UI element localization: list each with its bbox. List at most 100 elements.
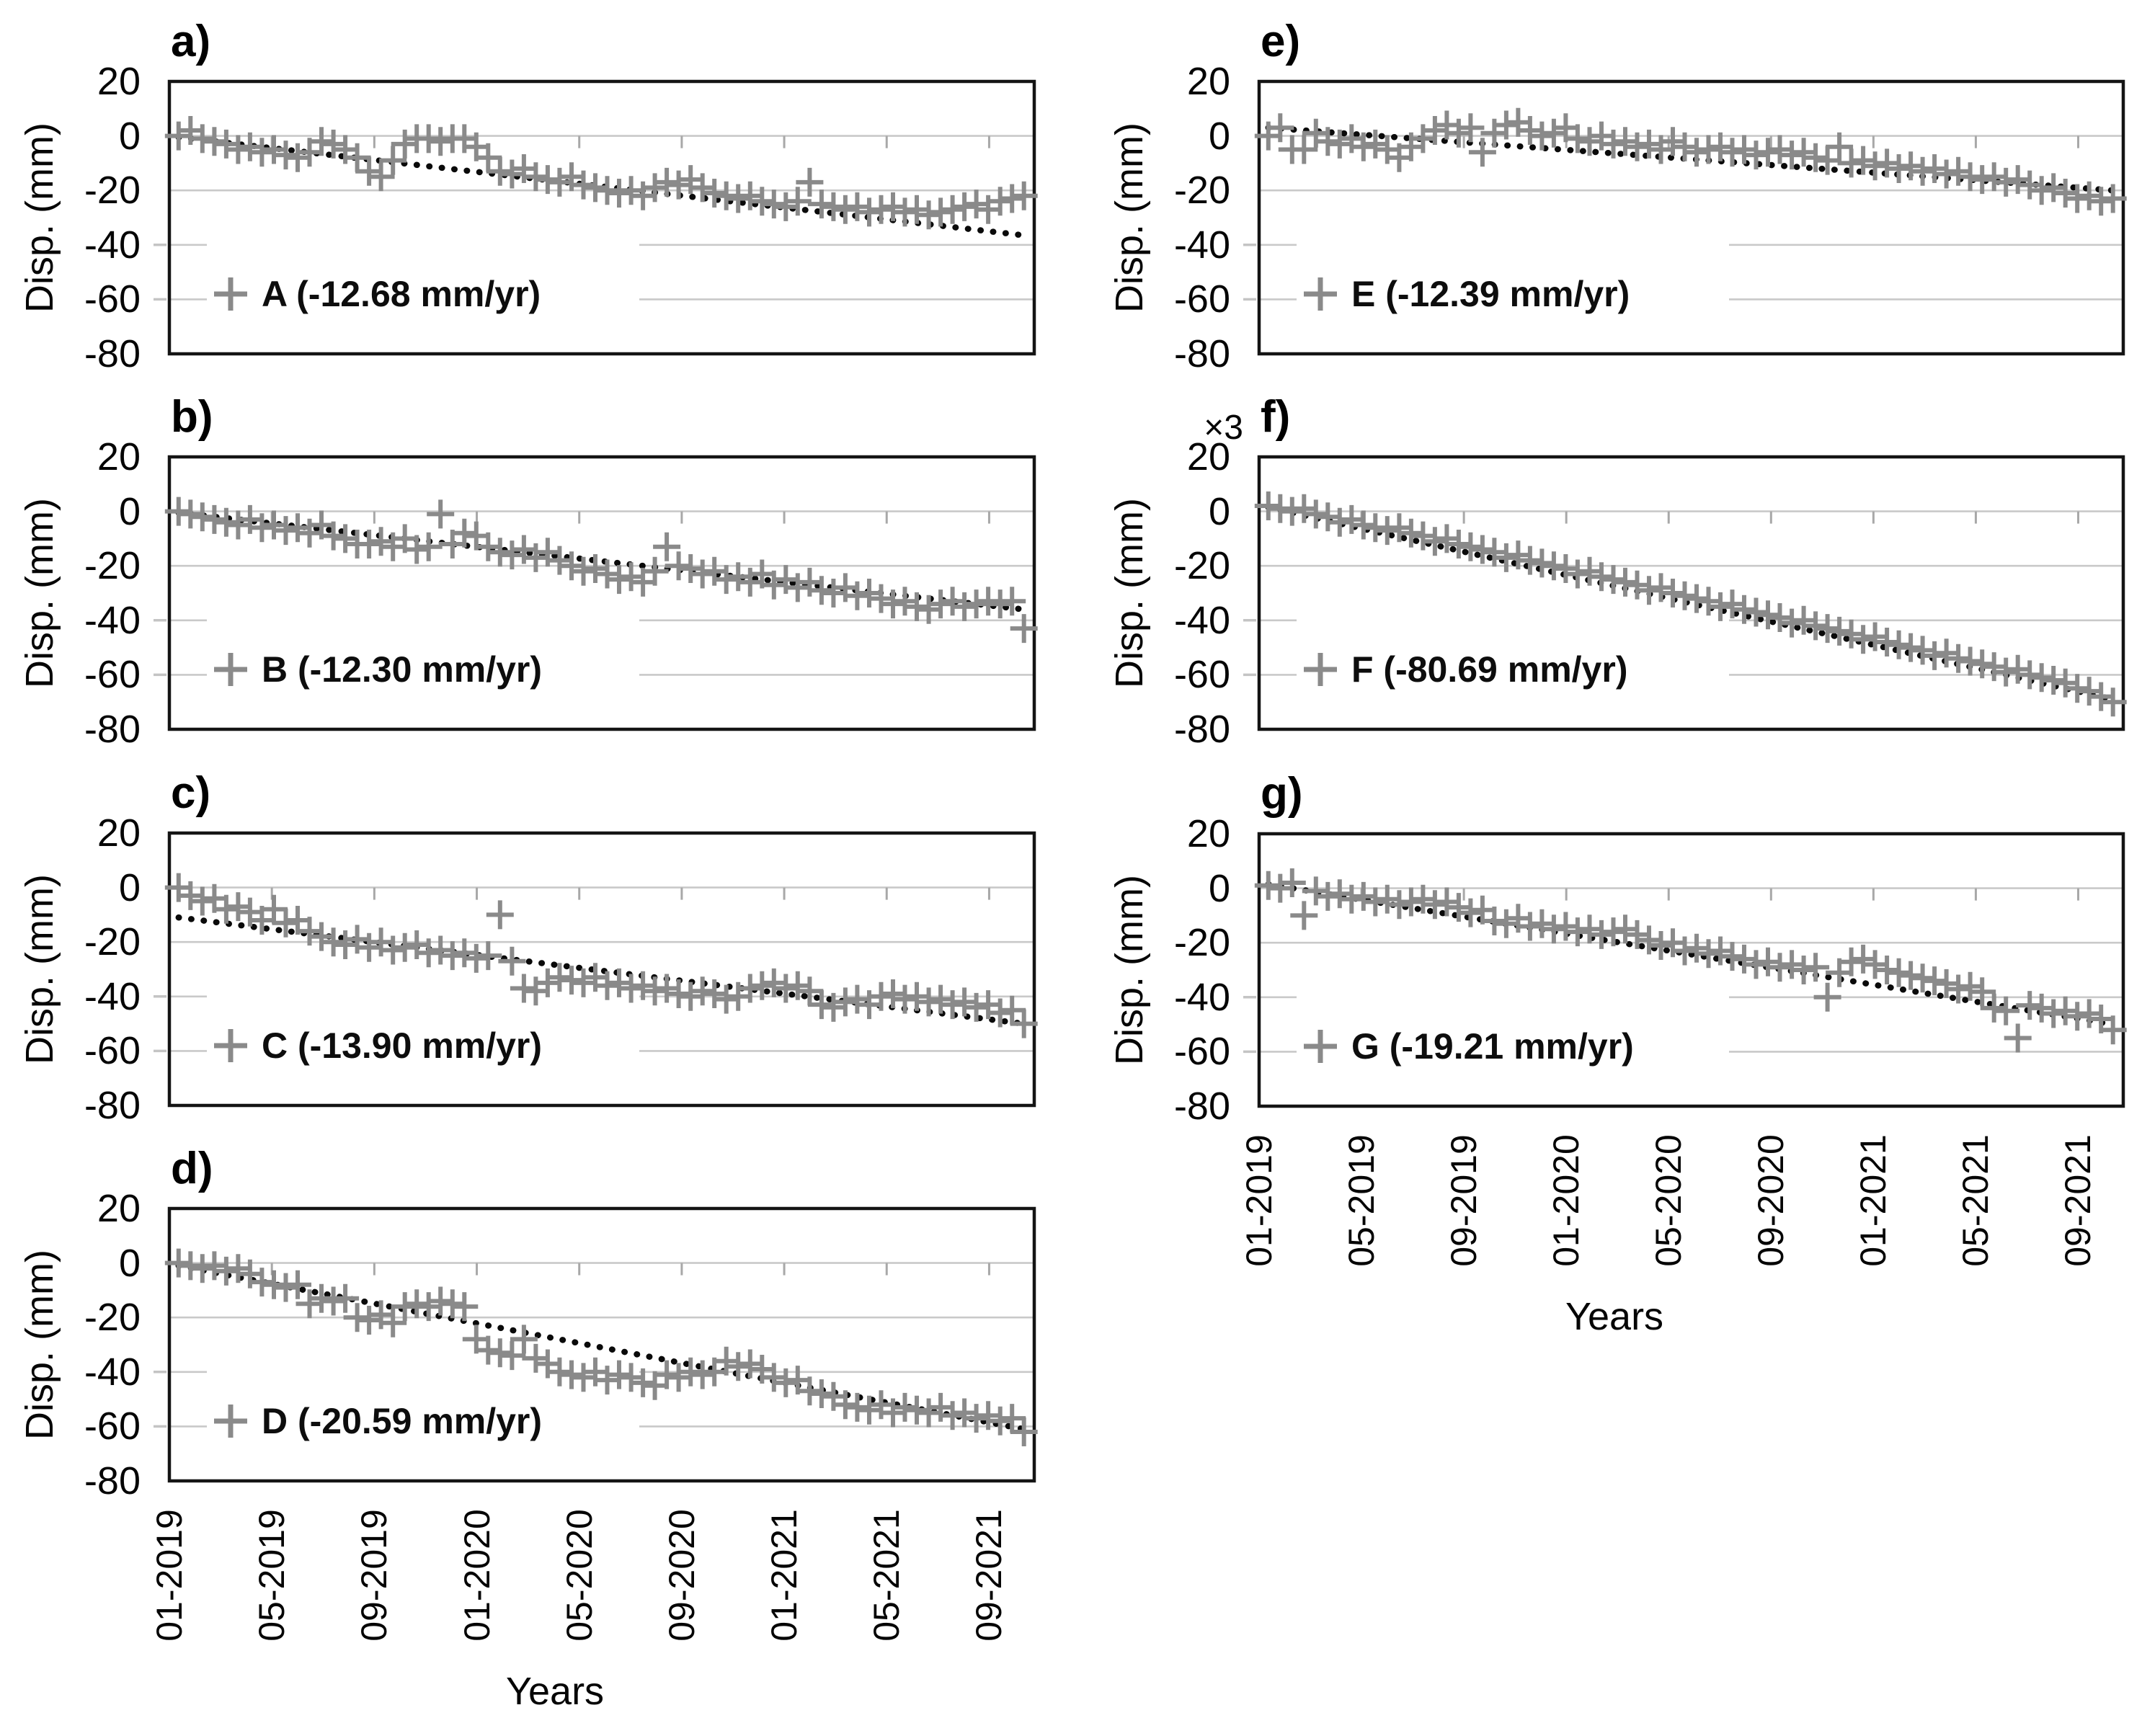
y-axis-title: Disp. (mm) bbox=[1108, 498, 1151, 688]
x-tick-label: 09-2020 bbox=[661, 1509, 702, 1642]
y-tick-label: -40 bbox=[84, 1350, 141, 1394]
trend-line bbox=[1265, 881, 2117, 1028]
y-tick-label: 20 bbox=[1186, 435, 1230, 478]
legend-plus-marker-icon bbox=[1304, 277, 1337, 311]
y-tick-label: 0 bbox=[118, 114, 141, 158]
legend-plus-marker-icon bbox=[214, 277, 247, 311]
plot-box bbox=[1257, 832, 2125, 1108]
panel-letter-f: f) bbox=[1261, 392, 1291, 442]
x-tick-label: 01-2021 bbox=[764, 1509, 805, 1642]
y-axis-title: Disp. (mm) bbox=[18, 874, 61, 1064]
plot-box bbox=[167, 1206, 1036, 1483]
x-tick-label: 01-2020 bbox=[1546, 1134, 1587, 1267]
legend-plus-marker-icon bbox=[214, 653, 247, 686]
y-tick-label: 20 bbox=[97, 1187, 141, 1230]
y-tick-label: -80 bbox=[1173, 332, 1230, 375]
legend-background bbox=[207, 617, 639, 711]
legend-label: D (-20.59 mm/yr) bbox=[262, 1401, 542, 1441]
y-axis-title: Disp. (mm) bbox=[18, 123, 61, 313]
y-tick-label: -80 bbox=[1173, 1085, 1230, 1128]
panel-c-chart: C (-13.90 mm/yr) bbox=[154, 831, 1038, 1108]
y-tick-label: -60 bbox=[84, 277, 141, 321]
x-tick-label: 05-2020 bbox=[559, 1509, 600, 1642]
y-tick-label: 0 bbox=[1208, 866, 1230, 910]
data-points bbox=[164, 873, 1038, 1038]
legend-label: C (-13.90 mm/yr) bbox=[262, 1025, 542, 1066]
y-tick-label: -80 bbox=[84, 1459, 141, 1503]
plot-box bbox=[1257, 79, 2125, 356]
plot-area-a: A (-12.68 mm/yr) bbox=[154, 79, 1038, 356]
plot-area-f: F (-80.69 mm/yr) bbox=[1243, 455, 2127, 731]
y-tick-label: -80 bbox=[1173, 708, 1230, 751]
data-points bbox=[1254, 491, 2127, 717]
y-axis-title: Disp. (mm) bbox=[1108, 875, 1151, 1065]
y-tick-label: -40 bbox=[1173, 975, 1230, 1019]
x-tick-label: 09-2021 bbox=[969, 1509, 1010, 1642]
x-tick-label: 09-2019 bbox=[354, 1509, 395, 1642]
data-points bbox=[164, 116, 1038, 230]
legend-label: E (-12.39 mm/yr) bbox=[1351, 274, 1630, 314]
y-tick-label: -40 bbox=[84, 223, 141, 267]
legend-background bbox=[1297, 994, 1729, 1087]
x-tick-label: 01-2019 bbox=[149, 1509, 190, 1642]
y-tick-label: -80 bbox=[84, 332, 141, 375]
panel-e-chart: E (-12.39 mm/yr) bbox=[1243, 79, 2127, 356]
legend-label: B (-12.30 mm/yr) bbox=[262, 649, 542, 690]
panel-d-chart: D (-20.59 mm/yr) bbox=[154, 1206, 1038, 1483]
plot-box bbox=[167, 455, 1036, 731]
y-tick-label: -40 bbox=[84, 598, 141, 642]
y-tick-label: -60 bbox=[1173, 277, 1230, 321]
legend-plus-marker-icon bbox=[214, 1405, 247, 1438]
x-tick-label: 05-2021 bbox=[866, 1509, 907, 1642]
data-points bbox=[1254, 868, 2127, 1053]
x-tick-label: 09-2019 bbox=[1444, 1134, 1485, 1267]
y-tick-label: -20 bbox=[1173, 921, 1230, 965]
data-points bbox=[1254, 107, 2127, 216]
x-axis-title-right-column: Years bbox=[1565, 1295, 1664, 1338]
y-tick-label: -40 bbox=[1173, 598, 1230, 642]
data-points bbox=[164, 497, 1038, 644]
panel-g-chart: G (-19.21 mm/yr) bbox=[1243, 832, 2127, 1108]
x-tick-label: 01-2021 bbox=[1853, 1134, 1894, 1267]
y-tick-label: -20 bbox=[1173, 544, 1230, 588]
y-tick-label: -20 bbox=[84, 1296, 141, 1340]
y-tick-label: -60 bbox=[84, 653, 141, 697]
y-tick-label: -20 bbox=[84, 920, 141, 964]
plot-area-g: G (-19.21 mm/yr) bbox=[1243, 832, 2127, 1108]
legend-background bbox=[207, 1368, 639, 1462]
panel-b-chart: B (-12.30 mm/yr) bbox=[154, 455, 1038, 731]
y-tick-label: 20 bbox=[97, 435, 141, 478]
x-tick-label: 09-2020 bbox=[1751, 1134, 1792, 1267]
y-tick-label: 0 bbox=[1208, 114, 1230, 158]
plot-box bbox=[167, 831, 1036, 1108]
legend-background bbox=[1297, 241, 1729, 335]
legend-plus-marker-icon bbox=[1304, 1030, 1337, 1063]
legend-background bbox=[207, 993, 639, 1087]
y-tick-label: 0 bbox=[1208, 489, 1230, 533]
y-axis-title: Disp. (mm) bbox=[18, 1250, 61, 1440]
panel-letter-a: a) bbox=[171, 17, 211, 66]
plot-area-d: D (-20.59 mm/yr) bbox=[154, 1206, 1038, 1483]
legend-background bbox=[207, 241, 639, 335]
legend-background bbox=[1297, 617, 1729, 711]
y-tick-label: -60 bbox=[84, 1405, 141, 1448]
legend-plus-marker-icon bbox=[1304, 653, 1337, 686]
legend-label: G (-19.21 mm/yr) bbox=[1351, 1026, 1634, 1067]
x-tick-label: 05-2019 bbox=[252, 1509, 293, 1642]
panel-letter-b: b) bbox=[171, 392, 213, 442]
y-tick-label: -20 bbox=[1173, 169, 1230, 213]
legend-label: F (-80.69 mm/yr) bbox=[1351, 649, 1627, 690]
x-tick-label: 05-2019 bbox=[1341, 1134, 1382, 1267]
panel-letter-g: g) bbox=[1261, 769, 1303, 819]
panel-letter-c: c) bbox=[171, 768, 211, 818]
panel-a-chart: A (-12.68 mm/yr) bbox=[154, 79, 1038, 356]
x-axis-title-left-column: Years bbox=[505, 1670, 605, 1713]
panel-letter-d: d) bbox=[171, 1144, 213, 1193]
y-tick-label: -20 bbox=[84, 544, 141, 588]
y-tick-label: -80 bbox=[84, 1084, 141, 1127]
x-tick-label: 01-2020 bbox=[456, 1509, 497, 1642]
scale-multiplier-note: ×3 bbox=[1204, 409, 1243, 447]
plot-area-e: E (-12.39 mm/yr) bbox=[1243, 79, 2127, 356]
y-axis-title: Disp. (mm) bbox=[18, 498, 61, 688]
